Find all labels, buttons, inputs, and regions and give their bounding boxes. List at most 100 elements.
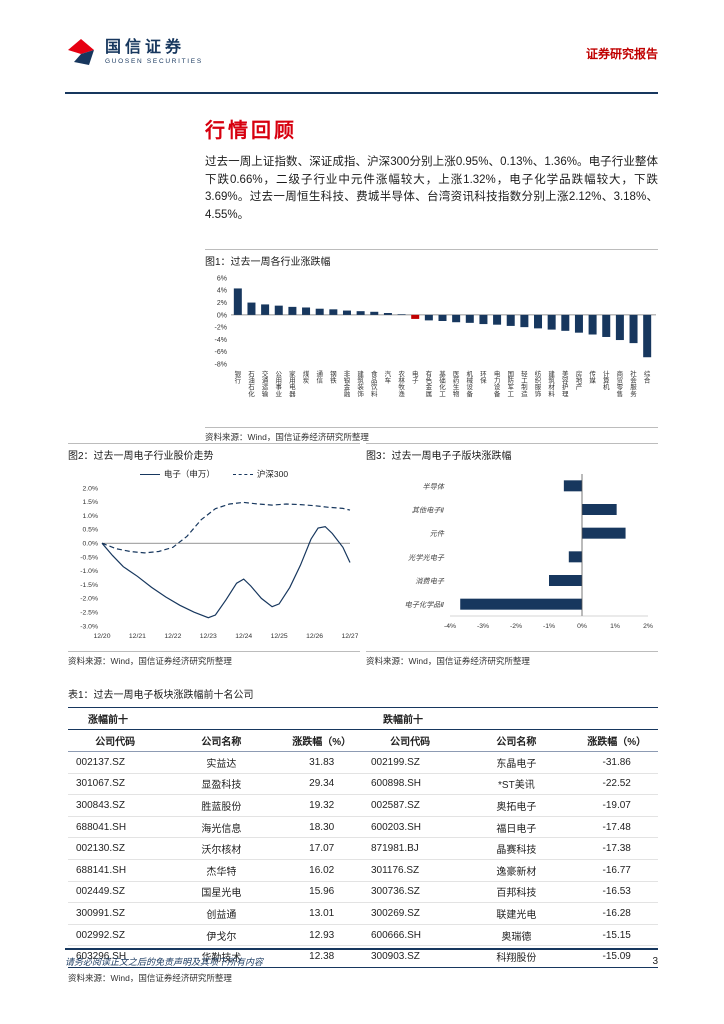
- svg-text:1.5%: 1.5%: [83, 499, 99, 506]
- svg-text:银行: 银行: [235, 369, 242, 385]
- figure2: 图2：过去一周电子行业股价走势 电子（申万） 沪深300 2.0% 1.5% 1.0…: [68, 443, 360, 667]
- svg-text:煤炭: 煤炭: [303, 369, 310, 385]
- header-divider: [65, 92, 658, 94]
- table-body: 002137.SZ 实益达 31.83 002199.SZ 东晶电子 -31.86 3010…: [68, 751, 658, 968]
- disclaimer-text: 请务必阅读正文之后的免责声明及其项下所有内容: [65, 957, 264, 967]
- svg-text:-2.5%: -2.5%: [80, 610, 98, 617]
- svg-text:公用事业: 公用事业: [276, 371, 283, 398]
- svg-text:电子: 电子: [412, 369, 419, 385]
- losers-group-header: 跌幅前十: [362, 707, 658, 730]
- page-header: 国信证券 GUOSEN SECURITIES 证券研究报告: [65, 38, 658, 68]
- svg-text:12/24: 12/24: [235, 633, 252, 640]
- svg-text:-2.0%: -2.0%: [80, 596, 98, 603]
- figure1: 图1：过去一周各行业涨跌幅 6% 4% 2% 0% -2% -4% -6% -8% 银行 石油石化…: [205, 249, 658, 443]
- svg-text:2.0%: 2.0%: [83, 485, 99, 492]
- svg-text:建筑材料: 建筑材料: [548, 369, 555, 398]
- legend-label-hs300: 沪深300: [256, 469, 289, 479]
- col-header-name: 公司名称: [162, 729, 281, 752]
- svg-text:12/26: 12/26: [306, 633, 323, 640]
- brand-text: 国信证券 GUOSEN SECURITIES: [105, 39, 203, 66]
- svg-text:-4%: -4%: [444, 623, 456, 630]
- svg-text:医药生物: 医药生物: [453, 370, 460, 398]
- svg-text:-2%: -2%: [510, 623, 522, 630]
- col-header-change: 涨跌幅（%）: [280, 729, 363, 752]
- svg-text:轻工制造: 轻工制造: [521, 369, 528, 398]
- svg-text:交通运输: 交通运输: [262, 369, 269, 398]
- figure2-caption: 图2：过去一周电子行业股价走势: [68, 443, 360, 466]
- svg-text:美容护理: 美容护理: [562, 369, 569, 398]
- svg-text:2%: 2%: [217, 300, 227, 307]
- page-number: 3: [652, 956, 658, 967]
- table-row: 300843.SZ 胜蓝股份 19.32 002587.SZ 奥拓电子 -19.07: [68, 794, 658, 817]
- col-header-name-2: 公司名称: [457, 729, 576, 752]
- svg-text:-0.5%: -0.5%: [80, 554, 98, 561]
- figure3: 图3：过去一周电子子版块涨跌幅 半导体其他电子Ⅱ 元件光学光电子消费电子电子化学品…: [366, 443, 658, 667]
- svg-text:国防军工: 国防军工: [507, 370, 514, 398]
- table-group-header-row: 涨幅前十 跌幅前十: [68, 707, 658, 730]
- figure3-source: 资料来源：Wind，国信证券经济研究所整理: [366, 651, 658, 667]
- svg-text:4%: 4%: [217, 288, 227, 295]
- svg-text:电子化学品Ⅱ: 电子化学品Ⅱ: [405, 600, 445, 609]
- svg-text:12/27: 12/27: [341, 633, 358, 640]
- svg-text:非银金融: 非银金融: [344, 369, 351, 398]
- svg-text:光学光电子: 光学光电子: [408, 553, 445, 562]
- brand-name-en: GUOSEN SECURITIES: [105, 57, 203, 65]
- svg-text:0%: 0%: [217, 312, 227, 319]
- chart-legend: 电子（申万） 沪深300: [68, 468, 360, 480]
- svg-text:综合: 综合: [644, 369, 651, 385]
- gainers-losers-table: 涨幅前十 跌幅前十 公司代码 公司名称 涨跌幅（%） 公司代码 公司名称 涨跌幅…: [68, 707, 658, 968]
- svg-text:-6%: -6%: [215, 349, 227, 356]
- electronics-subsector-bar-chart: 半导体其他电子Ⅱ 元件光学光电子消费电子电子化学品Ⅱ -4% -3% -2% -1% 0% 1…: [366, 466, 658, 649]
- gainers-group-header: 涨幅前十: [68, 707, 363, 730]
- svg-text:0%: 0%: [577, 623, 587, 630]
- svg-text:-3%: -3%: [477, 623, 489, 630]
- figure1-caption: 图1：过去一周各行业涨跌幅: [205, 249, 658, 272]
- svg-text:纺织服饰: 纺织服饰: [535, 369, 542, 398]
- svg-text:-1.5%: -1.5%: [80, 582, 98, 589]
- svg-text:-2%: -2%: [215, 325, 227, 332]
- svg-text:12/20: 12/20: [93, 633, 110, 640]
- svg-text:0.5%: 0.5%: [83, 527, 99, 534]
- svg-text:其他电子Ⅱ: 其他电子Ⅱ: [412, 506, 445, 515]
- col-header-code: 公司代码: [68, 729, 163, 752]
- intro-paragraph: 过去一周上证指数、深证成指、沪深300分别上涨0.95%、0.13%、1.36%…: [205, 156, 658, 221]
- dashed-line-swatch: [232, 473, 253, 475]
- svg-text:-3.0%: -3.0%: [80, 623, 98, 630]
- footer-divider: [65, 948, 658, 950]
- table-row: 300991.SZ 创益通 13.01 300269.SZ 联建光电 -16.28: [68, 902, 658, 925]
- svg-text:钢铁: 钢铁: [330, 370, 337, 385]
- svg-text:石油石化: 石油石化: [248, 370, 255, 398]
- table1-source: 资料来源：Wind，国信证券经济研究所整理: [68, 972, 232, 983]
- figure2-source: 资料来源：Wind，国信证券经济研究所整理: [68, 651, 360, 667]
- figure3-caption: 图3：过去一周电子子版块涨跌幅: [366, 443, 658, 466]
- solid-line-swatch: [139, 473, 160, 475]
- table-row: 002137.SZ 实益达 31.83 002199.SZ 东晶电子 -31.86: [68, 751, 658, 774]
- svg-text:消费电子: 消费电子: [415, 577, 445, 586]
- svg-text:农林牧渔: 农林牧渔: [398, 369, 405, 398]
- svg-text:元件: 元件: [430, 529, 445, 538]
- svg-text:12/21: 12/21: [129, 633, 146, 640]
- svg-text:电力设备: 电力设备: [494, 369, 501, 398]
- svg-text:商贸零售: 商贸零售: [617, 369, 624, 398]
- svg-text:环保: 环保: [480, 370, 487, 385]
- table-column-header-row: 公司代码 公司名称 涨跌幅（%） 公司代码 公司名称 涨跌幅（%）: [68, 729, 658, 752]
- electronics-price-line-chart: 2.0% 1.5% 1.0% 0.5% 0.0% -0.5% -1.0% -1.5% -2.0%…: [68, 480, 360, 649]
- svg-text:建筑装饰: 建筑装饰: [357, 369, 364, 398]
- svg-text:6%: 6%: [217, 275, 227, 282]
- svg-text:-4%: -4%: [215, 337, 227, 344]
- svg-text:机械设备: 机械设备: [467, 369, 474, 398]
- svg-text:1%: 1%: [610, 623, 620, 630]
- page-footer: 请务必阅读正文之后的免责声明及其项下所有内容 3: [65, 955, 658, 968]
- svg-text:家用电器: 家用电器: [289, 369, 296, 398]
- svg-text:-1%: -1%: [543, 623, 555, 630]
- svg-text:半导体: 半导体: [422, 482, 445, 491]
- industry-change-bar-chart: 6% 4% 2% 0% -2% -4% -6% -8% 银行 石油石化 交通运输 公用事业 家用电器 煤炭…: [205, 272, 658, 425]
- col-header-code-2: 公司代码: [362, 729, 458, 752]
- svg-text:食品饮料: 食品饮料: [371, 369, 378, 398]
- legend-label-electronics: 电子（申万）: [163, 469, 215, 479]
- table-row: 688041.SH 海光信息 18.30 600203.SH 福日电子 -17.48: [68, 816, 658, 839]
- table-row: 002130.SZ 沃尔核材 17.07 871981.BJ 晶赛科技 -17.38: [68, 837, 658, 860]
- col-header-change-2: 涨跌幅（%）: [575, 729, 658, 752]
- brand-name-cn: 国信证券: [105, 39, 186, 57]
